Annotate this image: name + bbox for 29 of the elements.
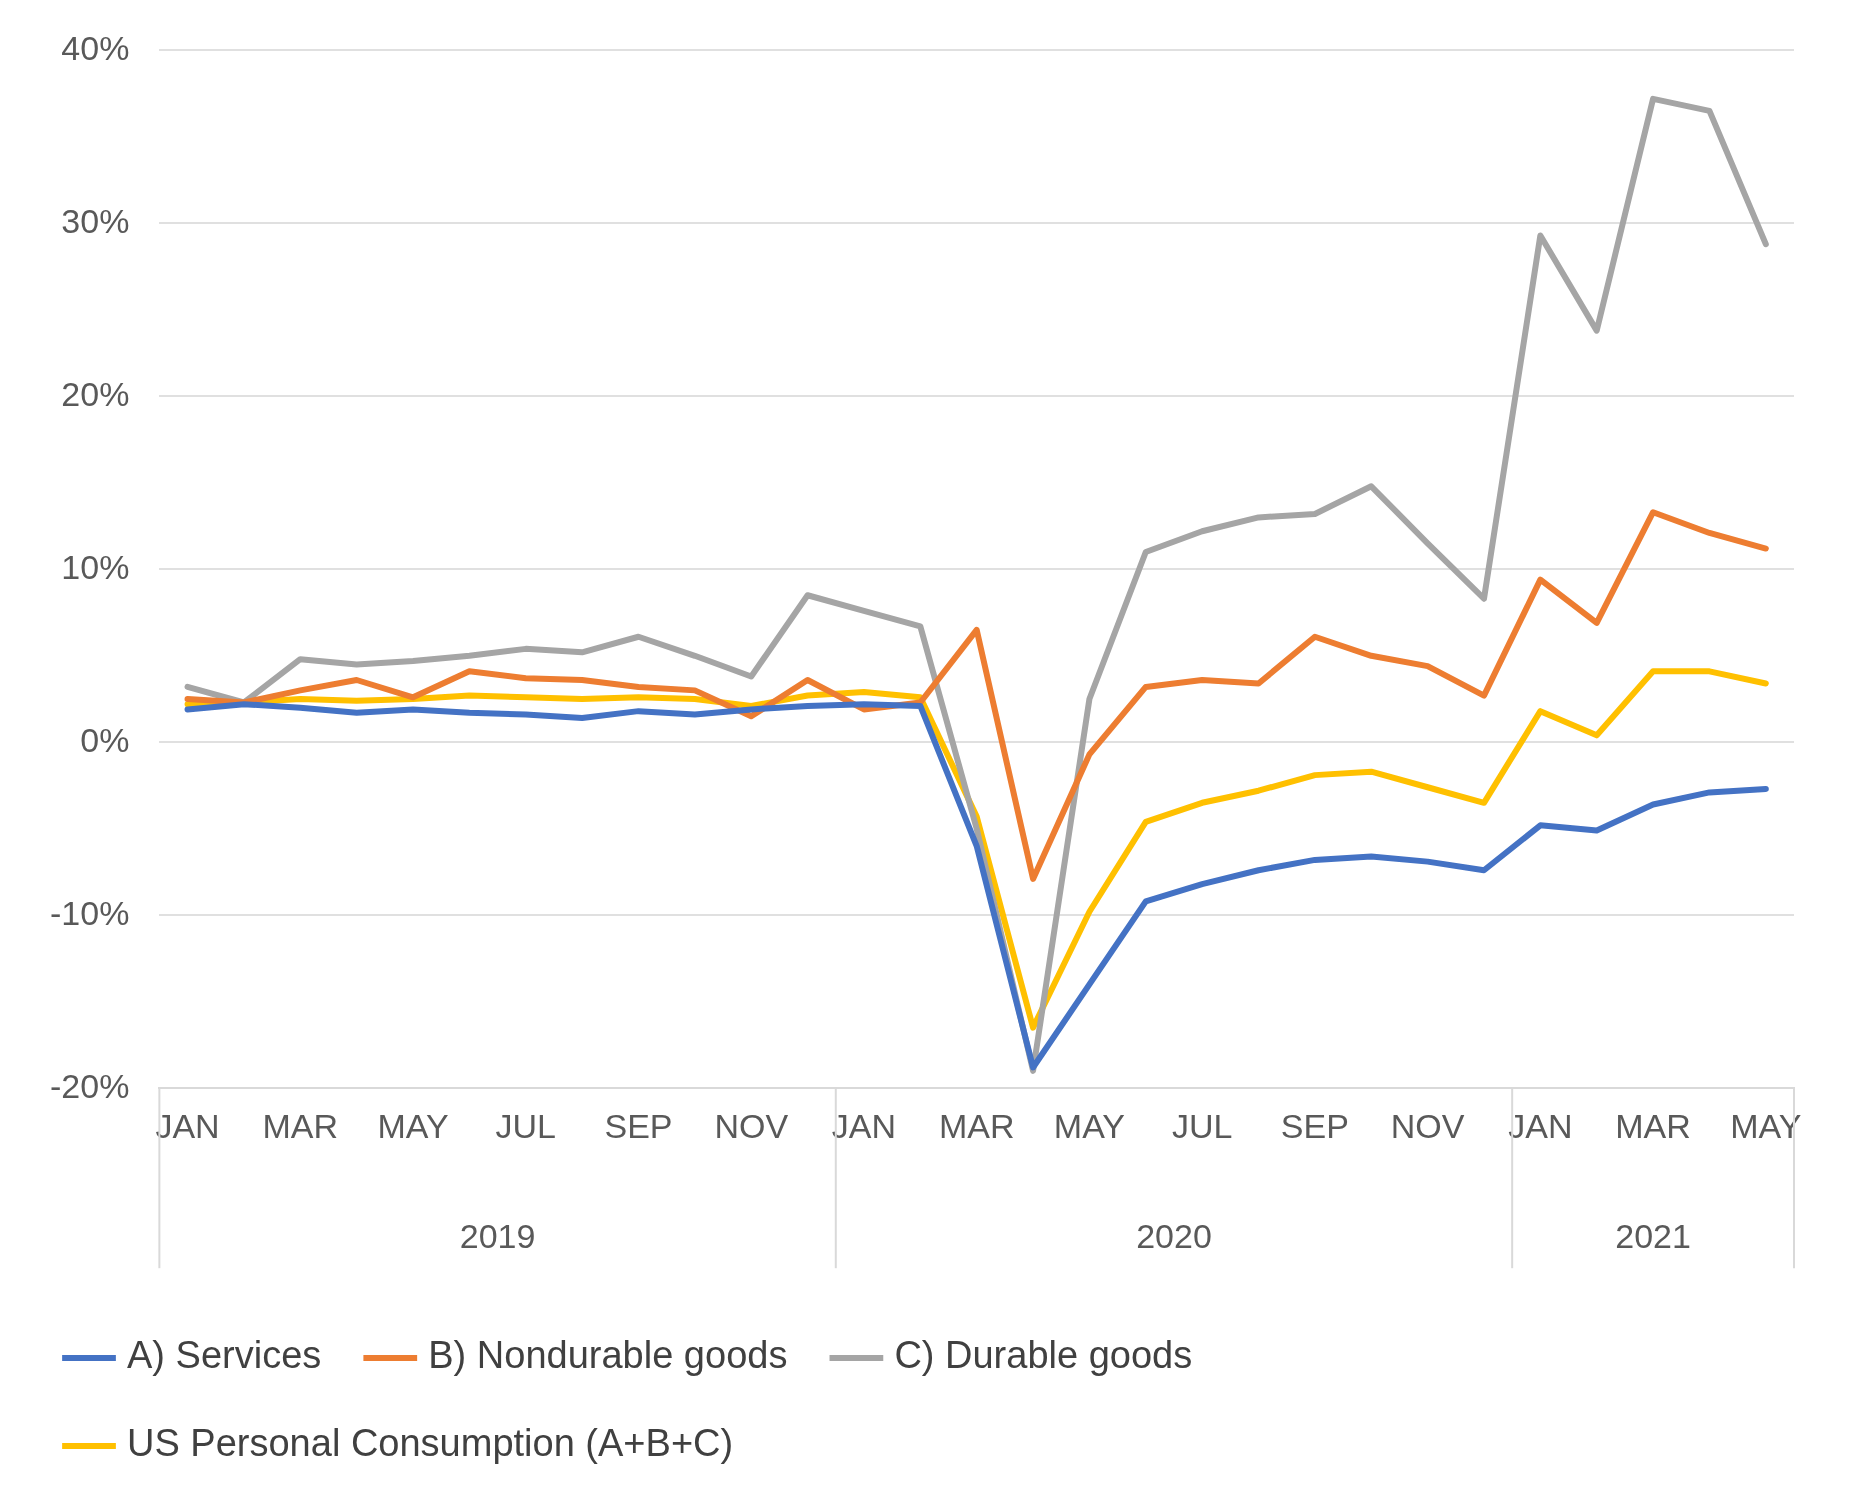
x-tick-label: MAR <box>1615 1106 1691 1145</box>
text: 2021 <box>1615 1216 1691 1255</box>
x-tick-label: SEP <box>604 1106 673 1145</box>
x-tick-label: JAN <box>831 1106 897 1145</box>
y-tick-label: 40% <box>61 28 130 67</box>
y-tick-label: -20% <box>50 1066 130 1105</box>
y-tick-label: 30% <box>61 201 130 240</box>
y-tick-label: 20% <box>61 374 130 413</box>
legend-label: A) Services <box>127 1334 322 1377</box>
y-tick-label: 0% <box>80 720 130 759</box>
x-tick-label: JUL <box>1171 1106 1233 1145</box>
y-tick-label: 10% <box>61 547 130 586</box>
text: 2019 <box>459 1216 536 1255</box>
x-tick-label: NOV <box>714 1106 789 1145</box>
text: 2020 <box>1136 1216 1212 1255</box>
x-tick-label: MAR <box>938 1106 1015 1145</box>
x-tick-label: MAY <box>377 1106 449 1145</box>
x-tick-label: JUL <box>495 1106 556 1145</box>
x-tick-label: JAN <box>155 1106 220 1145</box>
legend-label: C) Durable goods <box>894 1334 1193 1377</box>
x-tick-label: MAY <box>1053 1106 1125 1145</box>
x-tick-label: JAN <box>1508 1106 1573 1145</box>
legend-label: US Personal Consumption (A+B+C) <box>127 1422 734 1465</box>
x-tick-label: SEP <box>1280 1106 1349 1145</box>
x-tick-label: MAY <box>1730 1106 1802 1145</box>
legend-label: B) Nondurable goods <box>428 1334 788 1377</box>
x-tick-label: MAR <box>262 1106 339 1145</box>
y-tick-label: -10% <box>50 893 130 932</box>
x-tick-label: NOV <box>1390 1106 1465 1145</box>
